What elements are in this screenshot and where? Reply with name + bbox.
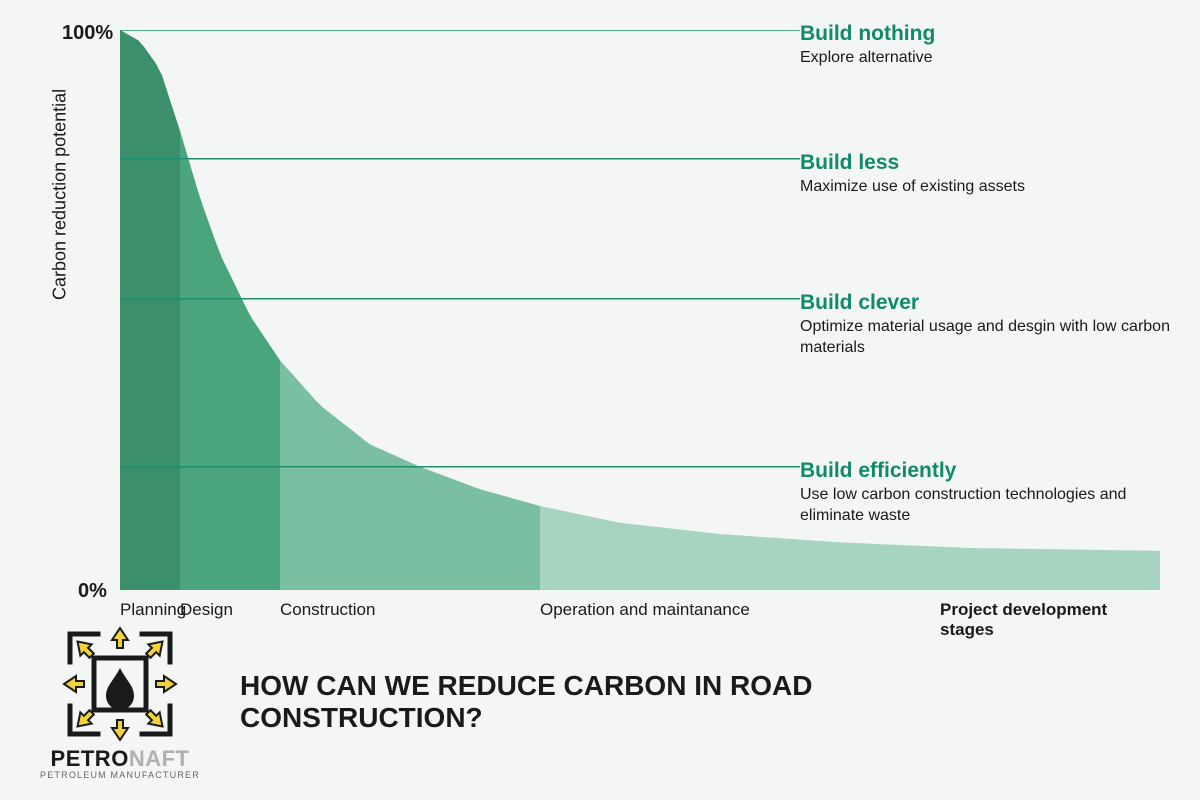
headline: HOW CAN WE REDUCE CARBON IN ROAD CONSTRU… [240,670,940,734]
logo-name: PETRONAFT [30,746,210,772]
logo-tagline: PETROLEUM MANUFACTURER [30,770,210,780]
annotation-title: Build efficiently [800,459,1170,483]
annotation-subtitle: Explore alternative [800,48,1170,69]
y-tick-max: 100% [62,22,113,45]
footer: PETRONAFT PETROLEUM MANUFACTURER HOW CAN… [30,624,940,780]
annotation: Build nothingExplore alternative [800,22,1170,69]
x-axis-label: Operation and maintanance [540,600,750,620]
petronaft-logo: PETRONAFT PETROLEUM MANUFACTURER [30,624,210,780]
x-axis-label: Planning [120,600,186,620]
logo-name-part2: NAFT [129,746,190,771]
annotation: Build efficientlyUse low carbon construc… [800,459,1170,527]
area-segment [180,131,280,590]
annotation-subtitle: Optimize material usage and desgin with … [800,317,1170,359]
annotation: Build lessMaximize use of existing asset… [800,151,1170,198]
logo-name-part1: PETRO [51,746,129,771]
annotation: Build cleverOptimize material usage and … [800,291,1170,359]
y-tick-min: 0% [78,580,107,603]
annotation-subtitle: Maximize use of existing assets [800,177,1170,198]
area-segment [280,360,540,590]
x-axis-label: Design [180,600,233,620]
x-axis-caption: Project development stages [940,600,1160,640]
annotation-title: Build nothing [800,22,1170,46]
area-segment [120,30,180,590]
logo-icon [60,624,180,744]
x-axis-label: Construction [280,600,375,620]
annotation-title: Build clever [800,291,1170,315]
annotation-subtitle: Use low carbon construction technologies… [800,485,1170,527]
annotation-title: Build less [800,151,1170,175]
y-axis-label: Carbon reduction potential [50,89,71,300]
